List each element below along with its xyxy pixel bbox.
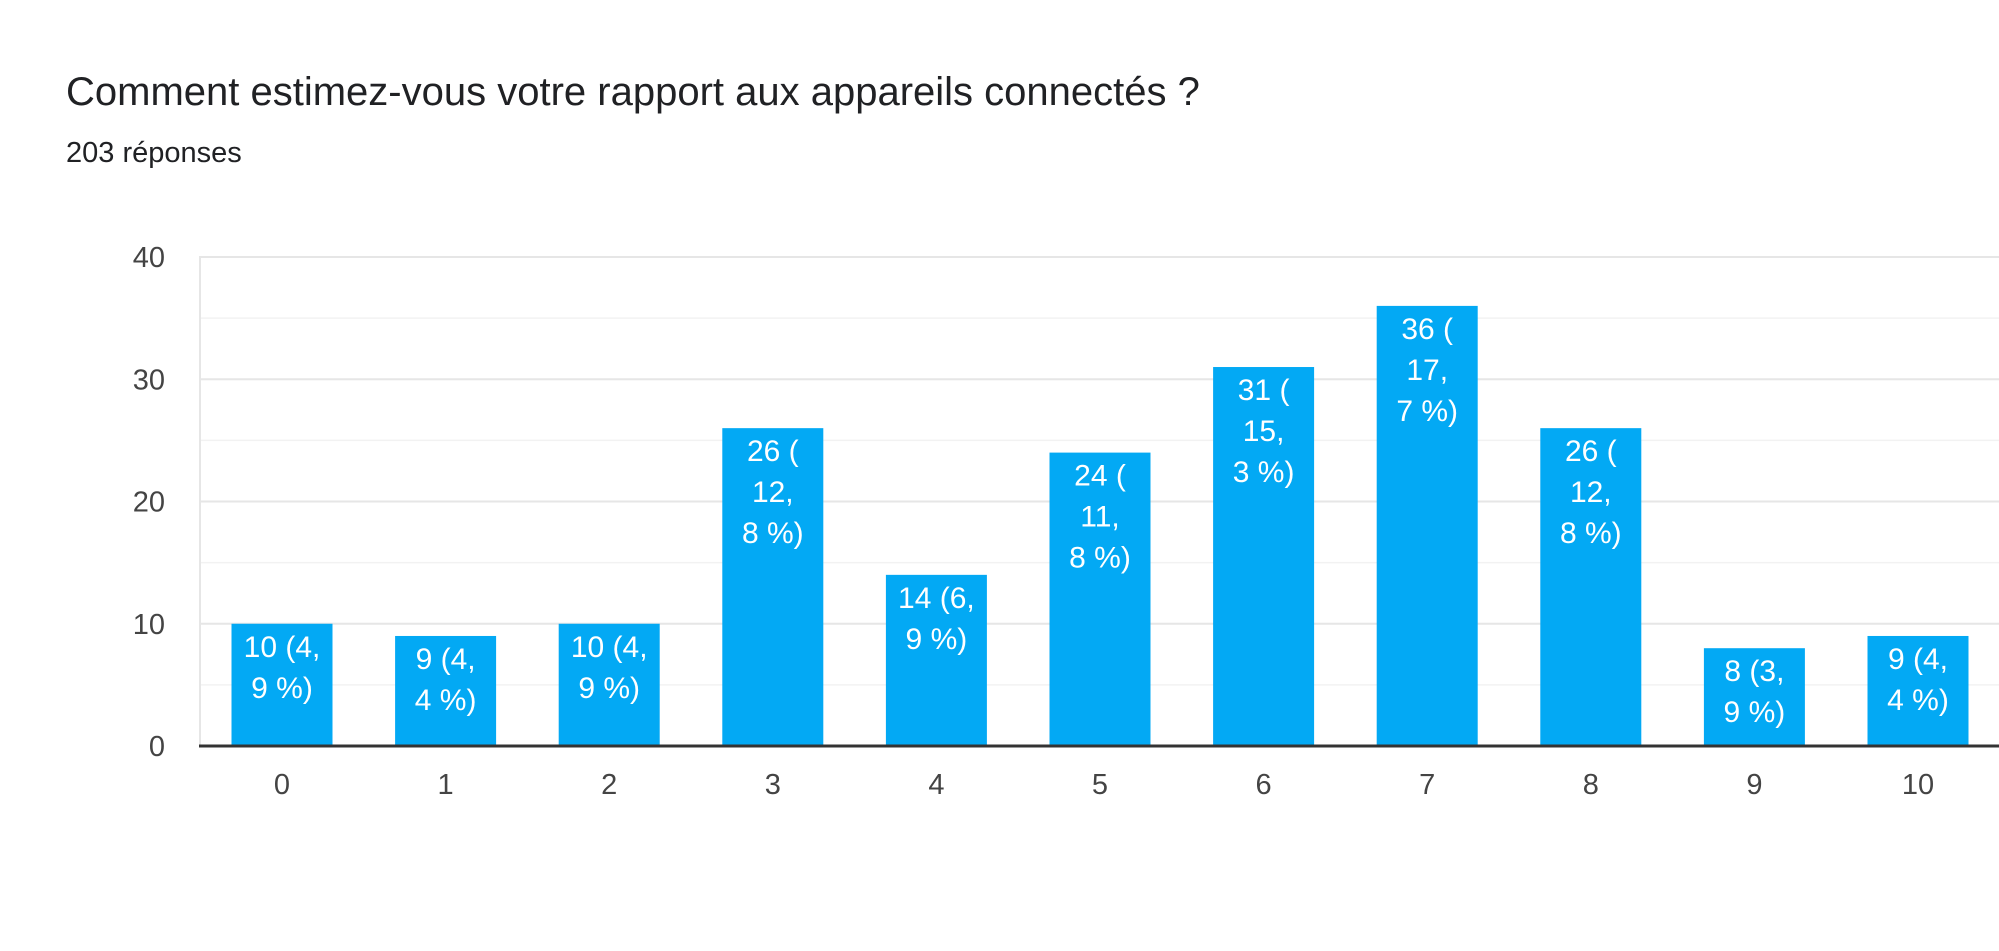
- bar-data-label: 36 (17, 7 %): [1396, 313, 1458, 428]
- grid-lines: [199, 256, 1999, 746]
- axes: 0 10 20 30 40 0 1 2 3 4 5 6 7 8 9 10: [133, 242, 1999, 801]
- bar-data-label: 14 (6, 9 %): [898, 582, 975, 656]
- bar-8: [1540, 428, 1642, 746]
- x-tick-label: 8: [1583, 769, 1599, 801]
- bar-6: [1213, 367, 1315, 746]
- bar-data-label: 26 (12, 8 %): [742, 435, 804, 550]
- data-labels: 10 (4, 9 %) 9 (4, 4 %) 10 (4, 9 %) 26 (12, 8 %)…: [244, 313, 1949, 729]
- bar-data-label: 26 (12, 8 %): [1560, 435, 1622, 550]
- bar-data-label: 24 (11, 8 %): [1069, 460, 1131, 575]
- x-tick-label: 1: [438, 769, 454, 801]
- x-tick-label: 9: [1746, 769, 1762, 801]
- bar-7: [1376, 305, 1478, 746]
- bar-data-label: 9 (4, 4 %): [1887, 643, 1949, 717]
- x-tick-label: 5: [1092, 769, 1108, 801]
- bar-2: [558, 623, 660, 746]
- x-tick-label: 6: [1256, 769, 1272, 801]
- x-tick-label: 0: [274, 769, 290, 801]
- bar-0: [231, 623, 333, 746]
- y-tick-label: 10: [133, 609, 165, 641]
- y-tick-label: 0: [149, 731, 165, 763]
- x-tick-label: 4: [928, 769, 944, 801]
- bar-1: [395, 635, 497, 746]
- bar-data-label: 8 (3, 9 %): [1724, 655, 1786, 729]
- y-tick-label: 40: [133, 242, 165, 274]
- bar-9: [1703, 648, 1805, 746]
- bar-data-label: 9 (4, 4 %): [415, 643, 477, 717]
- bar-data-label: 31 (15, 3 %): [1233, 374, 1295, 489]
- x-tick-label: 7: [1419, 769, 1435, 801]
- bars: [231, 305, 1969, 746]
- bar-5: [1049, 452, 1151, 746]
- response-count: 203 réponses: [66, 137, 242, 169]
- x-tick-label: 3: [765, 769, 781, 801]
- y-tick-label: 30: [133, 364, 165, 396]
- bar-3: [722, 428, 824, 746]
- y-tick-label: 20: [133, 487, 165, 519]
- bar-data-label: 10 (4, 9 %): [244, 631, 321, 705]
- chart-title: Comment estimez-vous votre rapport aux a…: [66, 70, 1200, 114]
- x-tick-label: 10: [1902, 769, 1934, 801]
- x-tick-label: 2: [601, 769, 617, 801]
- bar-data-label: 10 (4, 9 %): [571, 631, 648, 705]
- bar-10: [1867, 635, 1969, 746]
- bar-4: [885, 574, 987, 746]
